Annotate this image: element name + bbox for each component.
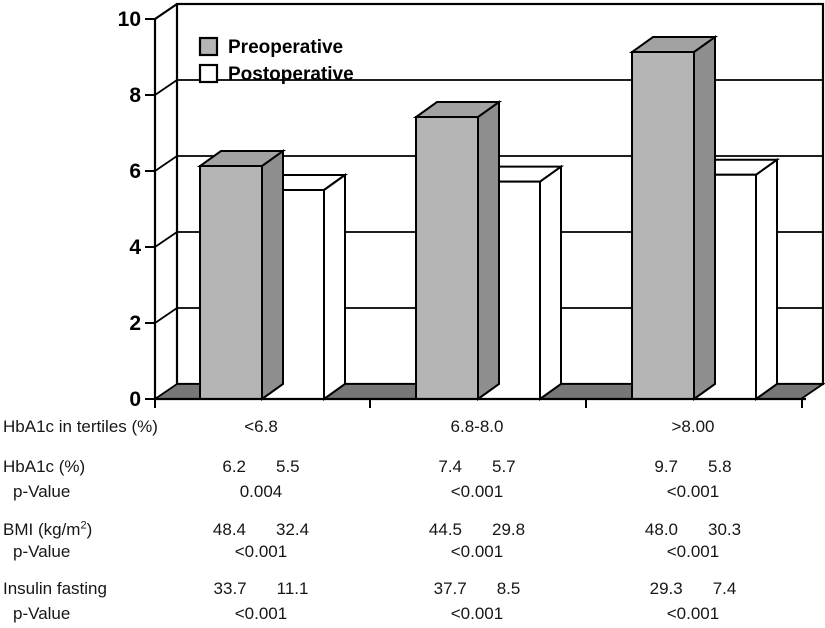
value-post: 5.5 (276, 457, 300, 476)
bar-postoperative-0-side (323, 173, 346, 401)
legend-label-preoperative: Preoperative (228, 37, 343, 58)
bar-preoperative-0-front (199, 165, 263, 400)
bar-postoperative-2-side (755, 157, 778, 401)
y-axis-top-depth (154, 3, 178, 20)
value-pre: 33.7 (213, 579, 247, 598)
legend-label-postoperative: Postoperative (228, 64, 354, 85)
y-tick-label: 8 (129, 84, 141, 107)
value-pre: 6.2 (222, 457, 246, 476)
y-tick-depth-connector (154, 231, 178, 248)
chart-bars (196, 35, 781, 401)
y-tick-label: 10 (118, 8, 141, 31)
table-row-bmi: BMI (kg/m2) 48.4 32.4 44.5 29.8 48.0 30.… (0, 520, 825, 540)
chart-axes: 0 2 4 6 8 10 (118, 3, 806, 411)
table-row-insulin-pvalue: p-Value <0.001 <0.001 <0.001 (0, 604, 825, 624)
row-label: BMI (kg/m2) (3, 519, 93, 539)
value-post: 5.8 (708, 457, 732, 476)
y-tick-label: 0 (129, 388, 141, 411)
value-pre: 9.7 (654, 457, 678, 476)
value-pre: 37.7 (433, 579, 467, 598)
y-tick-label: 4 (129, 236, 141, 259)
p-value: <0.001 (234, 542, 288, 561)
table-row-hba1c-pvalue: p-Value 0.004 <0.001 <0.001 (0, 482, 825, 502)
bar-preoperative-0-side (261, 149, 284, 401)
row-label: Insulin fasting (3, 579, 107, 598)
row-label: p-Value (13, 604, 71, 623)
p-value: <0.001 (450, 604, 504, 623)
bar-preoperative-2-side (693, 35, 716, 401)
table-row-bmi-pvalue: p-Value <0.001 <0.001 <0.001 (0, 542, 825, 562)
bar-postoperative-1-side (539, 164, 562, 401)
bar-chart-3d: 0 2 4 6 8 10 Preoperative Postoperative (118, 2, 825, 411)
value-pre: 44.5 (428, 520, 462, 539)
p-value: <0.001 (450, 542, 504, 561)
y-tick-label: 6 (129, 160, 141, 183)
y-tick-depth-connector (154, 155, 178, 172)
legend-swatch-preoperative (198, 36, 219, 57)
bar-preoperative-1-side (477, 100, 500, 401)
x-axis-title: HbA1c in tertiles (%) (3, 417, 158, 436)
value-post: 5.7 (492, 457, 516, 476)
y-tick-label: 2 (129, 312, 141, 335)
bar-preoperative-2-front (631, 51, 695, 400)
value-pre: 29.3 (649, 579, 683, 598)
table-row-insulin: Insulin fasting 33.7 11.1 37.7 8.5 29.3 … (0, 579, 825, 599)
category-label: >8.00 (671, 417, 715, 436)
y-tick-depth-connector (154, 79, 178, 96)
row-label: p-Value (13, 482, 71, 501)
legend-swatch-postoperative (198, 63, 219, 84)
y-tick-depth-connector (154, 307, 178, 324)
value-post: 7.4 (712, 579, 737, 598)
p-value: 0.004 (239, 482, 283, 501)
value-post: 11.1 (276, 579, 309, 598)
value-pre: 48.4 (212, 520, 246, 539)
row-label: p-Value (13, 542, 71, 561)
category-label: <6.8 (244, 417, 278, 436)
table-row-tertiles: HbA1c in tertiles (%) <6.8 6.8-8.0 >8.00 (0, 417, 825, 437)
bar-preoperative-1-front (415, 116, 479, 400)
p-value: <0.001 (234, 604, 288, 623)
value-pre: 48.0 (644, 520, 678, 539)
table-row-hba1c: HbA1c (%) 6.2 5.5 7.4 5.7 9.7 5.8 (0, 457, 825, 477)
value-post: 29.8 (492, 520, 526, 539)
p-value: <0.001 (666, 604, 720, 623)
p-value: <0.001 (666, 542, 720, 561)
row-label: HbA1c (%) (3, 457, 86, 476)
value-post: 8.5 (496, 579, 521, 598)
value-post: 30.3 (708, 520, 742, 539)
p-value: <0.001 (450, 482, 504, 501)
value-post: 32.4 (276, 520, 310, 539)
superscript-2: 2 (80, 519, 87, 532)
value-pre: 7.4 (438, 457, 462, 476)
legend: Preoperative Postoperative (198, 36, 354, 85)
p-value: <0.001 (666, 482, 720, 501)
category-label: 6.8-8.0 (450, 417, 504, 436)
